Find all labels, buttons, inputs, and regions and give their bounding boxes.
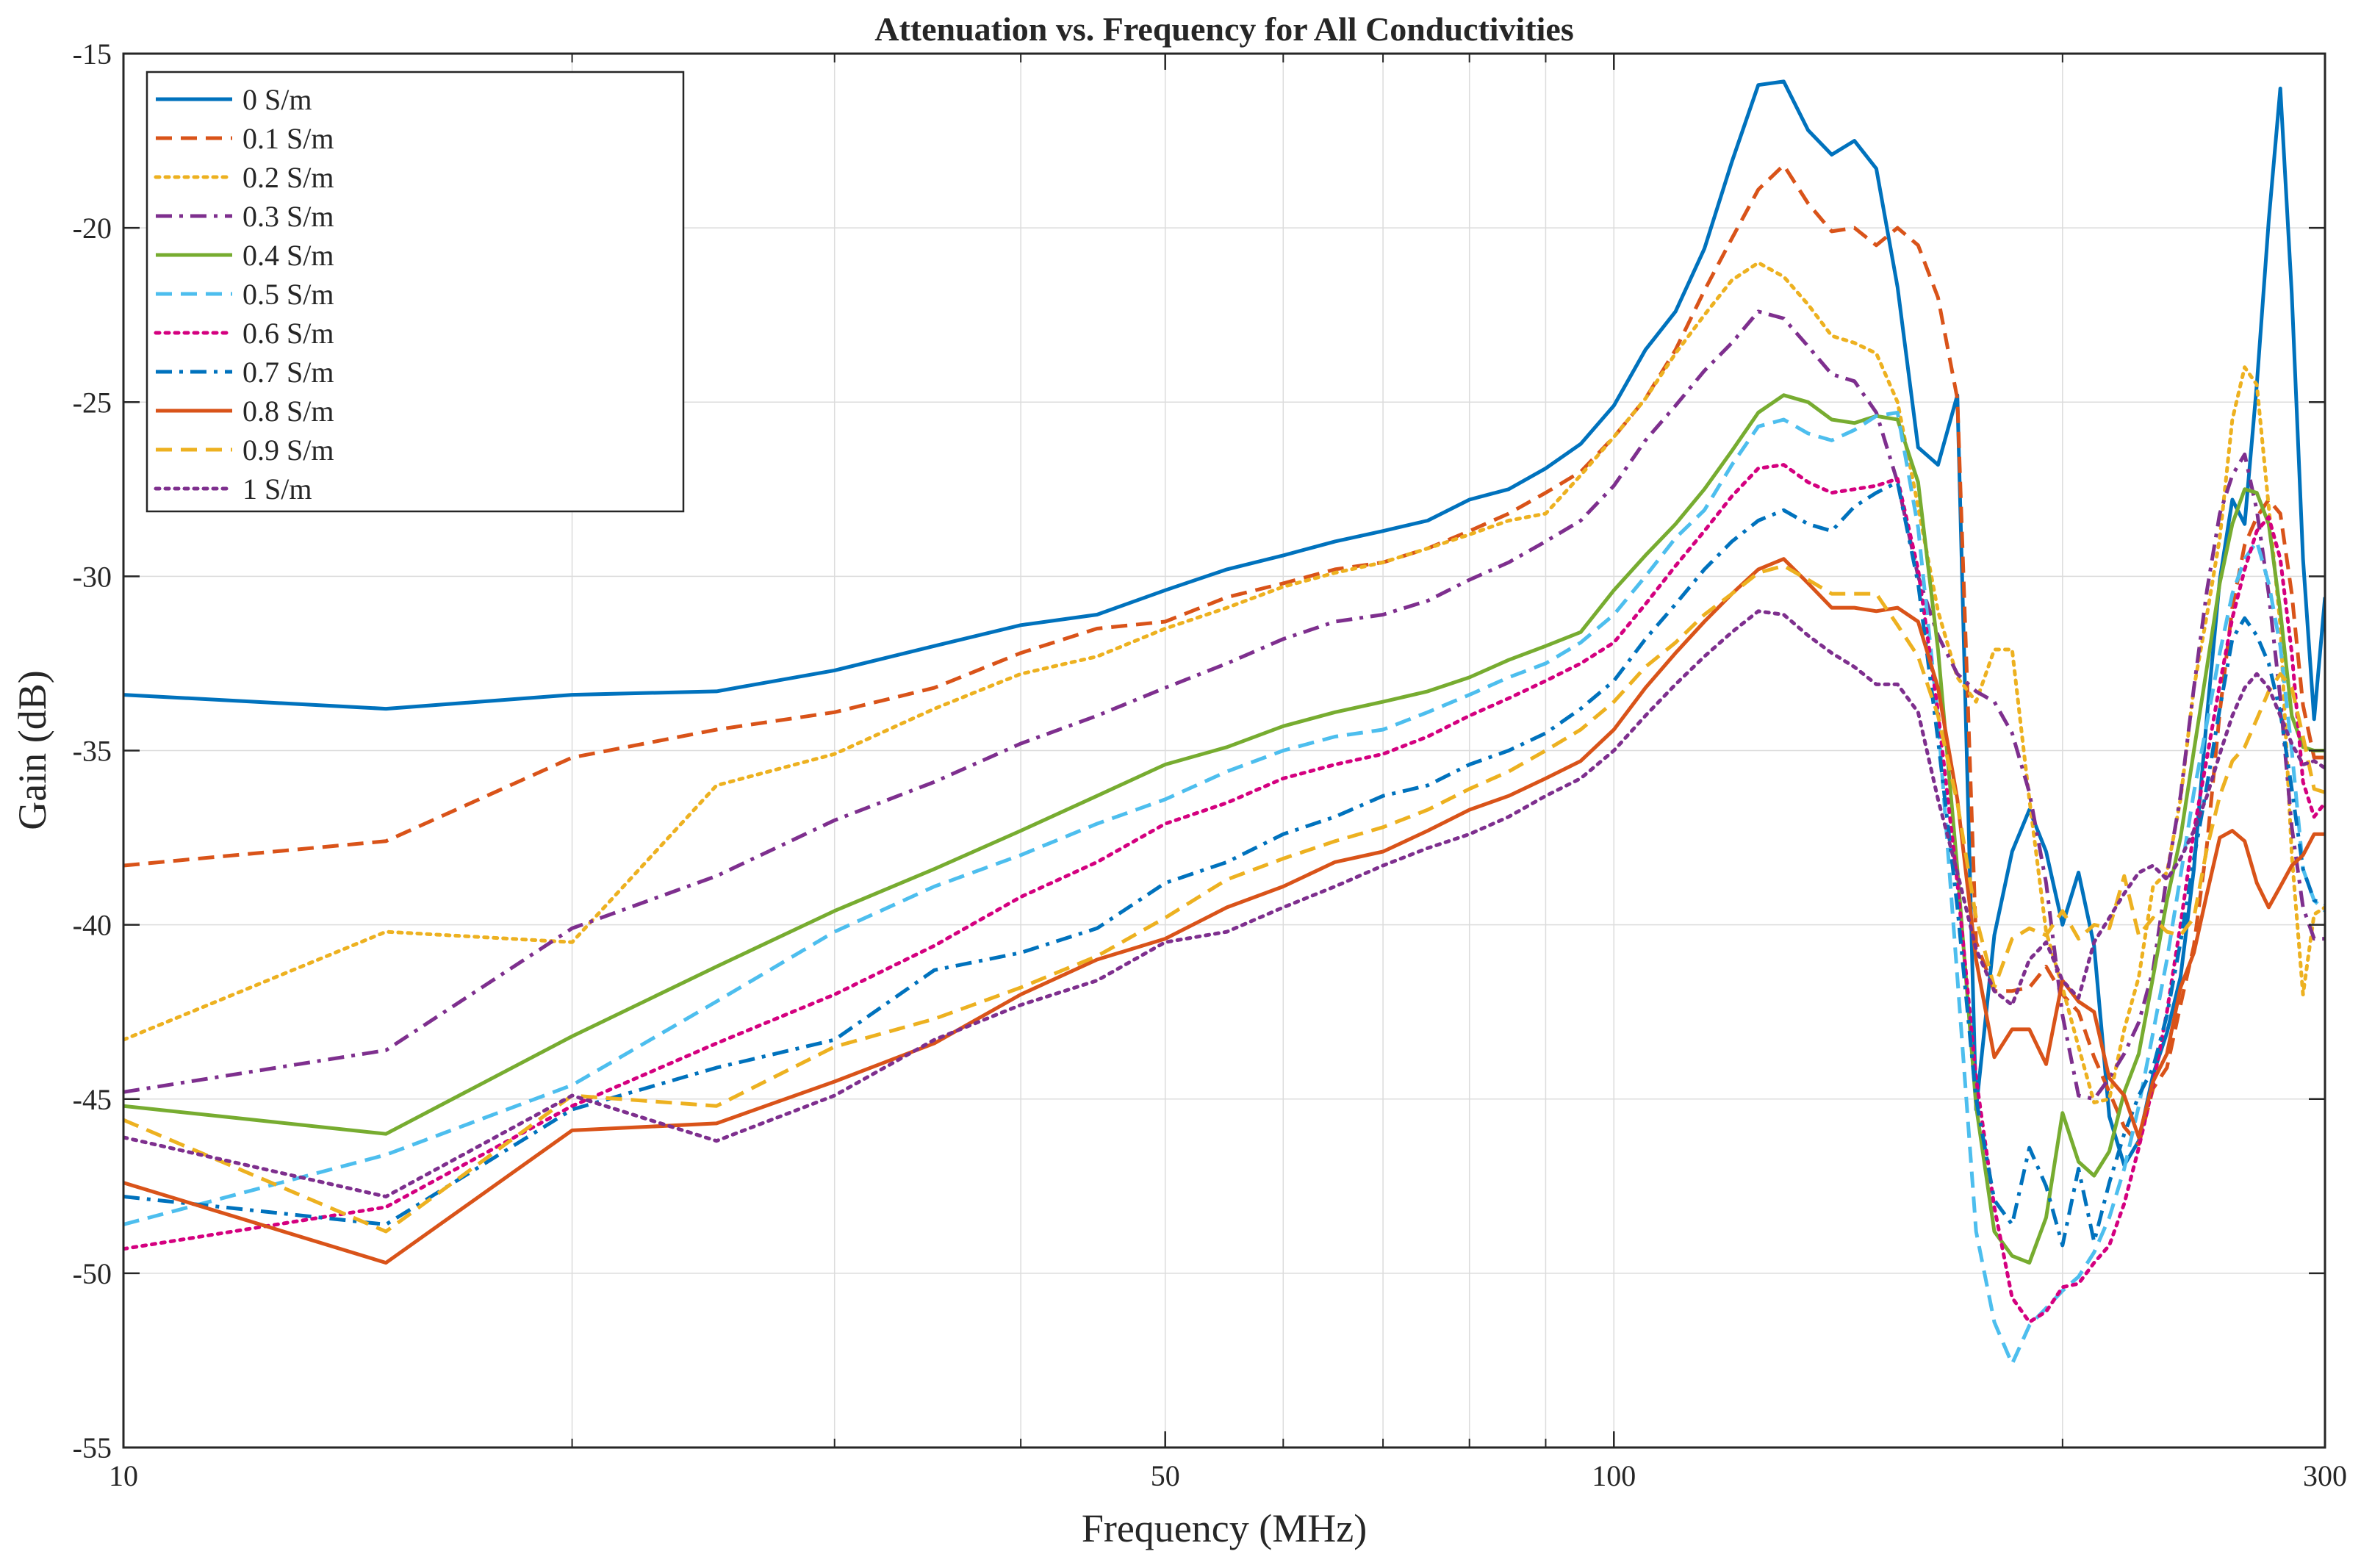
legend-items: 0 S/m 0.1 S/m 0.2 S/m 0.3 S/m 0.4 S/m 0.5 S/m… <box>154 83 334 506</box>
series-line-4 <box>123 393 2325 1265</box>
legend-label-0: 0 S/m <box>242 83 312 116</box>
x-tick-label: 10 <box>109 1459 138 1492</box>
series-line-5 <box>123 411 2325 1366</box>
legend-label-7: 0.7 S/m <box>242 356 334 389</box>
series-line-9 <box>123 564 2325 1234</box>
tick-layer: 10 50 100 300 -15 -20 -25 -30 -35 -40 -45 -50 -55 <box>73 37 2347 1492</box>
series-line-8 <box>123 557 2325 1265</box>
y-tick-label: -15 <box>73 37 112 71</box>
y-tick-label: -40 <box>73 909 112 942</box>
legend-label-3: 0.3 S/m <box>242 200 334 233</box>
chart-title: Attenuation vs. Frequency for All Conduc… <box>874 10 1574 48</box>
series-line-1 <box>123 163 2325 1146</box>
legend: 0 S/m 0.1 S/m 0.2 S/m 0.3 S/m 0.4 S/m 0.5 S/m… <box>145 71 685 513</box>
y-tick-label: -30 <box>73 560 112 593</box>
x-tick-label: 100 <box>1592 1459 1636 1492</box>
series-line-10 <box>123 609 2325 1198</box>
y-tick-label: -50 <box>73 1257 112 1290</box>
legend-label-8: 0.8 S/m <box>242 395 334 428</box>
y-tick-label: -55 <box>73 1431 112 1464</box>
y-axis-label: Gain (dB) <box>10 670 54 830</box>
y-tick-label: -35 <box>73 735 112 768</box>
legend-label-9: 0.9 S/m <box>242 434 334 467</box>
y-tick-label: -25 <box>73 386 112 419</box>
series-line-6 <box>123 463 2325 1324</box>
x-axis-label: Frequency (MHz) <box>1082 1506 1367 1550</box>
x-tick-label: 50 <box>1151 1459 1180 1492</box>
legend-label-10: 1 S/m <box>242 472 312 506</box>
legend-label-2: 0.2 S/m <box>242 161 334 194</box>
legend-label-4: 0.4 S/m <box>242 239 334 272</box>
y-tick-label: -45 <box>73 1083 112 1116</box>
legend-label-6: 0.6 S/m <box>242 317 334 350</box>
series-layer <box>123 79 2325 1366</box>
y-tick-label: -20 <box>73 212 112 245</box>
legend-label-1: 0.1 S/m <box>242 122 334 155</box>
legend-label-5: 0.5 S/m <box>242 278 334 311</box>
x-tick-label: 300 <box>2303 1459 2347 1492</box>
series-line-0 <box>123 79 2325 1168</box>
series-line-2 <box>123 261 2325 1104</box>
series-line-7 <box>123 480 2325 1248</box>
legend-box <box>145 71 685 513</box>
